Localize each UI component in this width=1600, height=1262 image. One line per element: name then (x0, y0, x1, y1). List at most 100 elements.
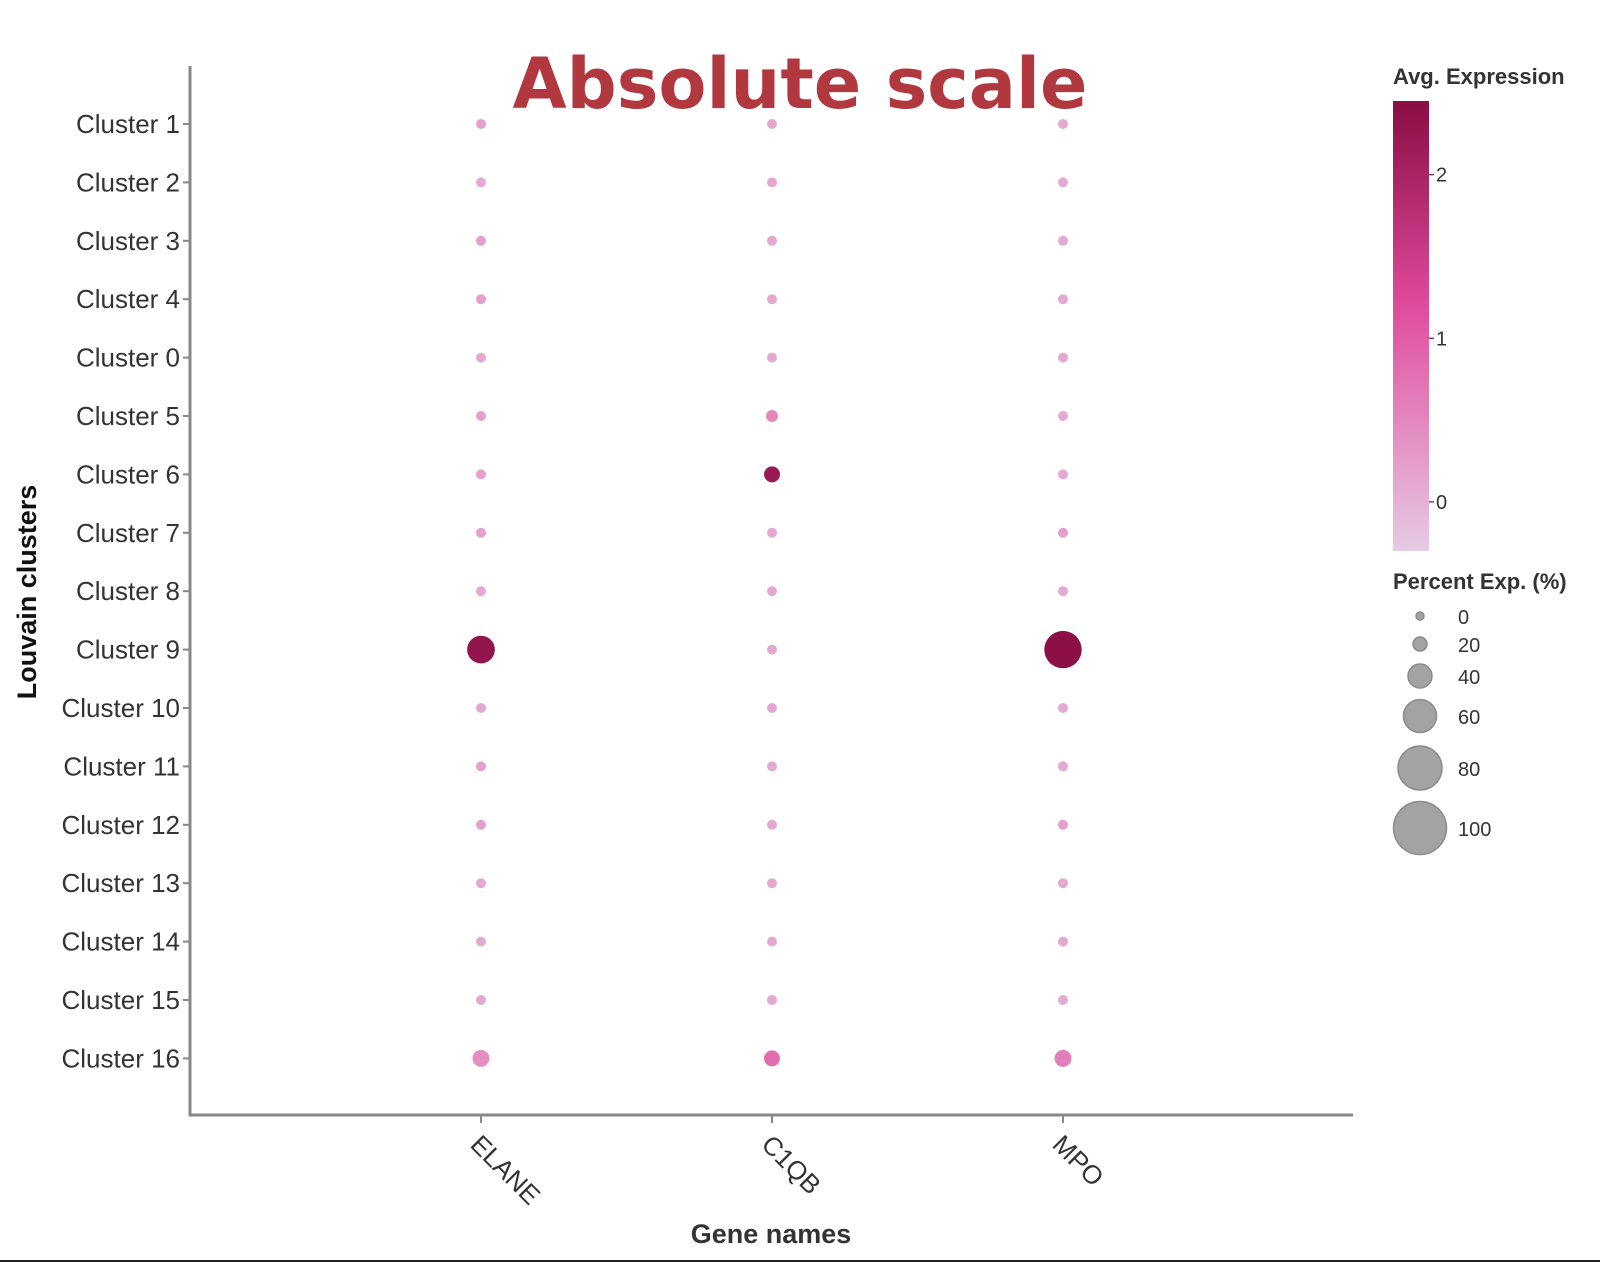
dot-c1qb-cluster-7 (767, 527, 777, 538)
y-tick-label: Cluster 11 (63, 751, 180, 781)
dot-c1qb-cluster-4 (767, 294, 777, 305)
dot-c1qb-cluster-10 (767, 703, 777, 713)
dot-c1qb-cluster-3 (767, 235, 777, 246)
y-tick-label: Cluster 0 (76, 343, 180, 373)
y-tick-label: Cluster 12 (62, 810, 181, 840)
dot-elane-cluster-7 (476, 527, 486, 538)
x-tick-label: ELANE (465, 1129, 547, 1211)
dot-mpo-cluster-4 (1058, 294, 1068, 305)
y-tick-label: Cluster 3 (76, 226, 180, 256)
data-points (467, 119, 1082, 1067)
bottom-border (0, 1260, 1600, 1262)
dot-c1qb-cluster-1 (767, 119, 777, 129)
size-legend-dot (1402, 698, 1438, 734)
dot-c1qb-cluster-15 (767, 995, 777, 1005)
dot-elane-cluster-8 (476, 586, 486, 597)
dot-c1qb-cluster-12 (767, 819, 777, 830)
y-tick-label: Cluster 14 (62, 927, 181, 957)
dot-mpo-cluster-11 (1058, 761, 1068, 772)
dot-mpo-cluster-15 (1058, 995, 1068, 1005)
dot-c1qb-cluster-6 (764, 466, 780, 483)
dot-mpo-cluster-10 (1058, 703, 1068, 713)
y-tick-label: Cluster 6 (76, 459, 180, 489)
dot-elane-cluster-2 (476, 177, 486, 188)
color-tick-label: 1 (1436, 328, 1447, 350)
dot-mpo-cluster-5 (1058, 411, 1068, 421)
dot-mpo-cluster-16 (1054, 1049, 1072, 1067)
size-legend-label: 40 (1458, 667, 1480, 689)
dot-elane-cluster-0 (476, 352, 486, 363)
size-legend-items: 0 20 40 60 80 100 (1392, 607, 1491, 856)
size-legend-dot (1392, 800, 1448, 856)
dot-mpo-cluster-12 (1058, 819, 1068, 830)
y-axis-ticks: Cluster 1 Cluster 2 Cluster 3 Cluster 4 Clus… (62, 109, 190, 1073)
dot-c1qb-cluster-11 (767, 761, 777, 772)
dot-mpo-cluster-13 (1058, 878, 1068, 889)
dot-mpo-cluster-2 (1058, 177, 1068, 188)
dot-elane-cluster-9 (467, 635, 495, 664)
color-tick-label: 2 (1436, 165, 1447, 187)
x-axis-ticks: ELANE C1QB MPO (465, 1115, 1110, 1211)
dot-elane-cluster-10 (476, 703, 486, 713)
y-tick-label: Cluster 4 (76, 284, 180, 314)
size-legend-label: 80 (1458, 759, 1480, 781)
y-tick-label: Cluster 5 (76, 401, 180, 431)
size-legend-dot (1397, 745, 1443, 791)
y-tick-label: Cluster 15 (62, 985, 181, 1015)
dot-c1qb-cluster-8 (767, 586, 777, 597)
dot-mpo-cluster-3 (1058, 235, 1068, 246)
dot-elane-cluster-16 (472, 1049, 490, 1067)
size-legend-label: 100 (1458, 819, 1491, 841)
dot-elane-cluster-5 (476, 411, 486, 421)
dot-c1qb-cluster-0 (767, 352, 777, 363)
dot-c1qb-cluster-5 (766, 410, 778, 422)
dot-mpo-cluster-1 (1058, 119, 1068, 129)
color-gradient-bar (1393, 101, 1429, 551)
dot-elane-cluster-11 (476, 761, 486, 772)
dot-c1qb-cluster-16 (764, 1050, 780, 1067)
dot-mpo-cluster-0 (1058, 352, 1068, 363)
dot-elane-cluster-3 (476, 235, 486, 246)
dot-c1qb-cluster-13 (767, 878, 777, 889)
color-legend-title: Avg. Expression (1393, 64, 1565, 89)
size-legend-dot (1407, 663, 1433, 689)
y-tick-label: Cluster 16 (62, 1043, 181, 1073)
dot-c1qb-cluster-9 (767, 644, 777, 655)
x-axis-label: Gene names (691, 1219, 852, 1249)
dot-elane-cluster-4 (476, 294, 486, 305)
size-legend-label: 20 (1458, 635, 1480, 657)
dot-c1qb-cluster-2 (767, 177, 777, 188)
size-legend-dot (1415, 611, 1425, 621)
dot-elane-cluster-15 (476, 995, 486, 1005)
size-legend-label: 0 (1458, 607, 1469, 629)
size-legend: Percent Exp. (%) 0 20 40 60 80 100 (1392, 569, 1567, 856)
dot-elane-cluster-6 (476, 469, 486, 480)
dot-mpo-cluster-6 (1058, 469, 1068, 480)
dot-elane-cluster-1 (476, 119, 486, 129)
size-legend-dot (1412, 636, 1428, 652)
dot-mpo-cluster-7 (1058, 527, 1068, 538)
y-axis-label: Louvain clusters (12, 485, 42, 700)
dot-mpo-cluster-8 (1058, 586, 1068, 597)
y-tick-label: Cluster 13 (62, 868, 181, 898)
dot-c1qb-cluster-14 (767, 936, 777, 947)
dot-elane-cluster-12 (476, 819, 486, 830)
dot-mpo-cluster-9 (1044, 630, 1082, 669)
y-tick-label: Cluster 9 (76, 635, 180, 665)
size-legend-label: 60 (1458, 707, 1480, 729)
dot-elane-cluster-14 (476, 936, 486, 947)
y-tick-label: Cluster 7 (76, 518, 180, 548)
x-tick-label: MPO (1047, 1129, 1110, 1192)
dot-elane-cluster-13 (476, 878, 486, 889)
y-tick-label: Cluster 8 (76, 576, 180, 606)
dot-mpo-cluster-14 (1058, 936, 1068, 947)
x-tick-label: C1QB (756, 1129, 827, 1200)
color-legend-ticks: 0 1 2 (1429, 165, 1447, 514)
y-tick-label: Cluster 1 (76, 109, 180, 139)
color-tick-label: 0 (1436, 492, 1447, 514)
y-tick-label: Cluster 2 (76, 167, 180, 197)
chart-title: Absolute scale (512, 43, 1087, 125)
size-legend-title: Percent Exp. (%) (1393, 569, 1567, 594)
